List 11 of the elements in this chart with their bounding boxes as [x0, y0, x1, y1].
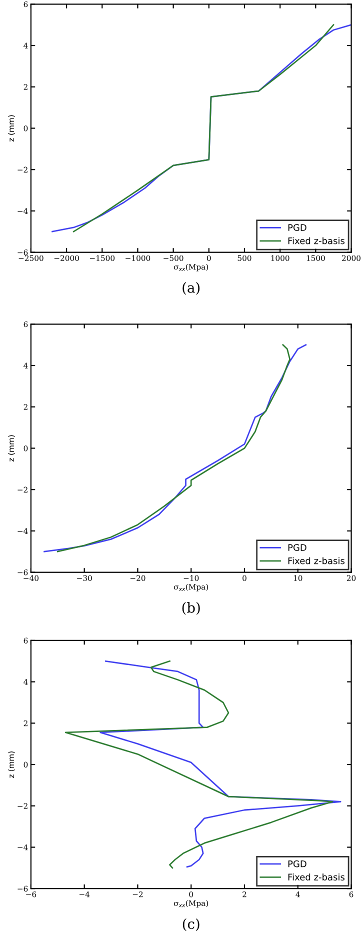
legend-label: PGD — [288, 544, 306, 551]
line-series — [64, 660, 334, 869]
line-series — [100, 660, 342, 868]
text: (a) — [182, 282, 200, 295]
text: (c) — [182, 918, 200, 932]
legend-label: Fixed z-basis — [288, 237, 344, 244]
legend-label: Fixed z-basis — [288, 557, 344, 564]
legend-label: PGD — [288, 860, 306, 868]
legend-label: PGD — [288, 224, 306, 231]
text: (b) — [182, 602, 200, 615]
legend-label: Fixed z-basis — [288, 874, 344, 880]
